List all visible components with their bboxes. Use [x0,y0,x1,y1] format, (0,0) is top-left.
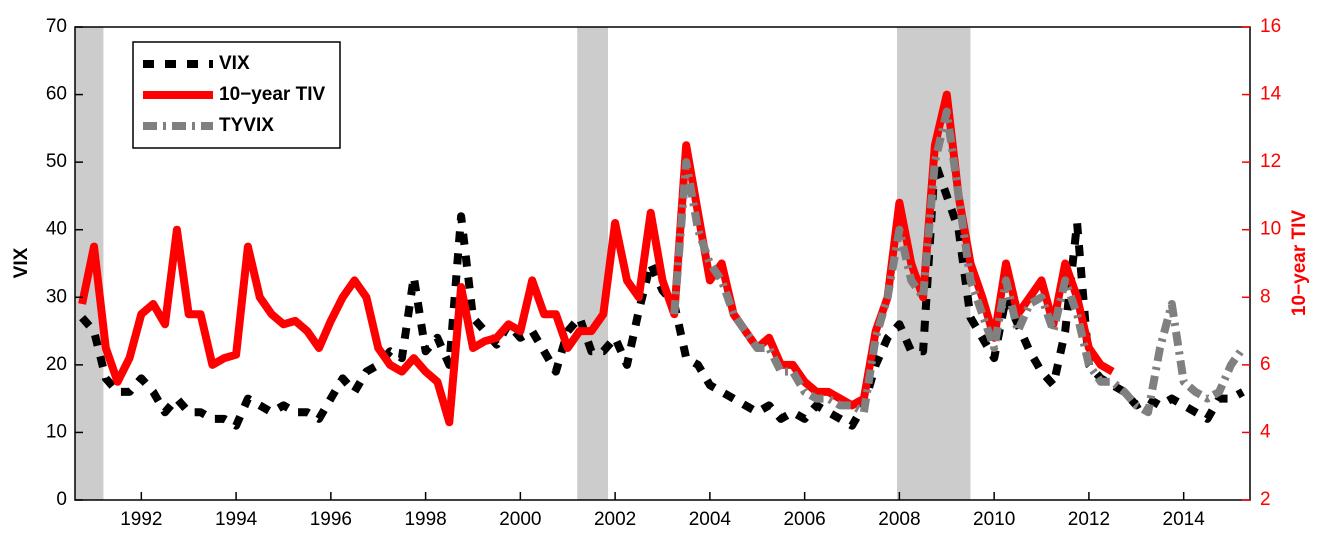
legend-label: 10−year TIV [219,84,325,105]
x-tick-label: 1998 [404,509,446,530]
x-tick-label: 2006 [783,509,825,530]
y-tick-label: 30 [46,286,67,307]
y2-tick-label: 14 [1260,84,1282,105]
shaded-period [577,27,609,500]
y2-tick-label: 6 [1260,354,1271,375]
y-tick-label: 40 [46,219,67,240]
x-tick-label: 2012 [1068,509,1110,530]
series-line [670,107,1247,417]
y-tick-label: 50 [46,151,67,172]
x-tick-label: 2002 [594,509,636,530]
y2-axis-label: 10−year TIV [1289,210,1310,316]
y2-tick-label: 12 [1260,151,1281,172]
x-tick-label: 2014 [1163,509,1206,530]
y-tick-label: 70 [46,16,67,37]
y-tick-label: 20 [46,354,67,375]
y2-tick-label: 10 [1260,219,1281,240]
y2-tick-label: 8 [1260,286,1271,307]
x-tick-label: 2000 [499,509,541,530]
x-tick-label: 1996 [310,509,352,530]
y-tick-label: 60 [46,84,67,105]
x-tick-label: 1994 [215,509,258,530]
y2-tick-label: 2 [1260,489,1271,510]
y-tick-label: 10 [46,421,67,442]
x-tick-label: 2008 [878,509,920,530]
plot-frame [74,26,1251,501]
x-tick-label: 2004 [689,509,732,530]
y2-tick-label: 4 [1260,421,1271,442]
x-tick-label: 2010 [973,509,1015,530]
legend-label: TYVIX [219,115,274,136]
y-tick-label: 0 [56,489,67,510]
y-axis-label: VIX [11,247,32,278]
y2-tick-label: 16 [1260,16,1281,37]
legend-label: VIX [219,53,250,74]
x-tick-label: 1992 [120,509,162,530]
